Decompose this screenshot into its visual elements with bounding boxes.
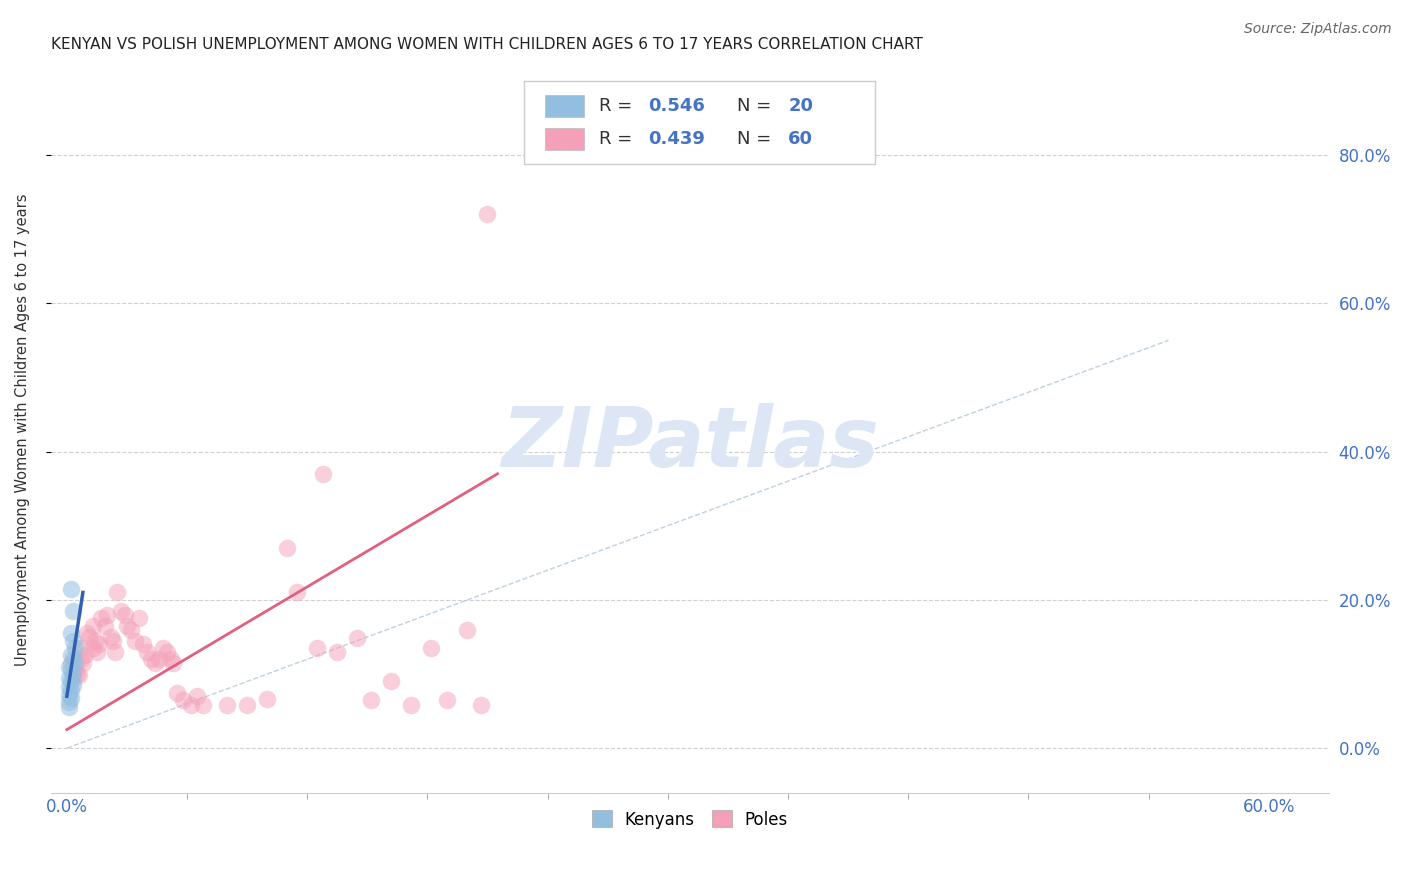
Point	[59, 663, 82, 677]
Point	[124, 633, 146, 648]
Point	[90, 611, 112, 625]
Point	[148, 652, 170, 666]
Point	[83, 633, 105, 648]
Text: R =: R =	[599, 129, 638, 148]
Point	[166, 685, 188, 699]
Text: 60: 60	[789, 129, 813, 148]
Point	[456, 623, 478, 637]
Point	[100, 630, 122, 644]
Point	[285, 585, 308, 599]
Point	[470, 698, 492, 713]
Point	[76, 626, 98, 640]
Point	[86, 645, 108, 659]
Point	[59, 648, 82, 663]
Point	[401, 698, 423, 713]
Point	[58, 659, 80, 673]
Point	[63, 663, 86, 677]
Point	[136, 645, 159, 659]
Point	[436, 693, 458, 707]
Point	[72, 656, 94, 670]
Point	[307, 641, 329, 656]
Point	[132, 637, 155, 651]
Point	[139, 652, 162, 666]
Point	[67, 668, 90, 682]
Text: 20: 20	[789, 97, 813, 115]
FancyBboxPatch shape	[546, 128, 583, 150]
Point	[62, 652, 84, 666]
Point	[312, 467, 335, 481]
Point	[217, 698, 239, 713]
Text: N =: N =	[737, 97, 778, 115]
Point	[59, 626, 82, 640]
FancyBboxPatch shape	[546, 95, 583, 117]
Point	[114, 607, 136, 622]
Point	[101, 633, 124, 648]
Point	[180, 698, 202, 713]
Point	[59, 683, 82, 698]
Point	[73, 648, 96, 663]
Point	[186, 690, 208, 704]
Point	[94, 619, 117, 633]
Point	[162, 656, 184, 670]
Point	[87, 637, 110, 651]
Point	[128, 611, 150, 625]
Point	[115, 619, 138, 633]
Point	[62, 604, 84, 618]
Point	[58, 671, 80, 685]
Point	[120, 623, 142, 637]
Text: KENYAN VS POLISH UNEMPLOYMENT AMONG WOMEN WITH CHILDREN AGES 6 TO 17 YEARS CORRE: KENYAN VS POLISH UNEMPLOYMENT AMONG WOME…	[51, 37, 922, 53]
Point	[70, 641, 93, 656]
Point	[62, 678, 84, 692]
Point	[96, 607, 118, 622]
Text: Source: ZipAtlas.com: Source: ZipAtlas.com	[1244, 22, 1392, 37]
Text: ZIPatlas: ZIPatlas	[501, 403, 879, 484]
Point	[62, 633, 84, 648]
Point	[360, 693, 382, 707]
Point	[143, 656, 166, 670]
Point	[58, 681, 80, 695]
Legend: Kenyans, Poles: Kenyans, Poles	[585, 804, 794, 835]
Point	[59, 582, 82, 596]
Point	[82, 619, 104, 633]
Point	[59, 674, 82, 689]
Point	[63, 641, 86, 656]
Point	[256, 692, 278, 706]
Point	[326, 645, 349, 659]
Point	[58, 700, 80, 714]
Y-axis label: Unemployment Among Women with Children Ages 6 to 17 years: Unemployment Among Women with Children A…	[15, 193, 30, 665]
Point	[66, 667, 89, 681]
Point	[346, 632, 368, 646]
Text: R =: R =	[599, 97, 638, 115]
Point	[59, 690, 82, 705]
Point	[156, 645, 179, 659]
Point	[160, 652, 183, 666]
Point	[105, 585, 128, 599]
FancyBboxPatch shape	[523, 80, 875, 164]
Point	[420, 641, 443, 656]
Point	[110, 604, 132, 618]
Text: 0.439: 0.439	[648, 129, 704, 148]
Point	[104, 645, 127, 659]
Point	[172, 693, 194, 707]
Point	[59, 656, 82, 670]
Point	[276, 541, 298, 555]
Point	[477, 207, 499, 221]
Point	[58, 688, 80, 702]
Point	[62, 667, 84, 681]
Point	[152, 641, 174, 656]
Point	[380, 674, 402, 689]
Point	[62, 671, 84, 685]
Point	[82, 641, 104, 656]
Point	[63, 656, 86, 670]
Point	[58, 695, 80, 709]
Point	[236, 698, 259, 713]
Text: 0.546: 0.546	[648, 97, 704, 115]
Point	[77, 630, 100, 644]
Text: N =: N =	[737, 129, 778, 148]
Point	[191, 698, 214, 713]
Point	[70, 652, 93, 666]
